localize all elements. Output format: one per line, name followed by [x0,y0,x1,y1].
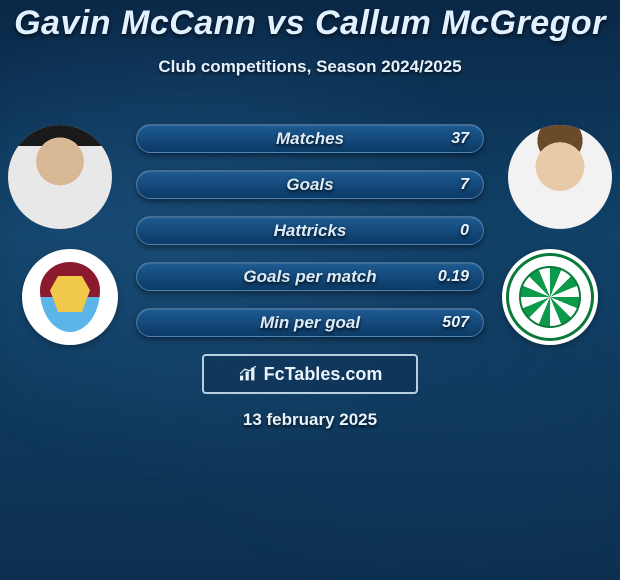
stat-label: Goals per match [243,267,376,287]
bar-chart-icon [238,366,258,382]
stat-label: Matches [276,129,344,149]
stat-row-matches: Matches 37 [136,124,484,153]
player1-name: Gavin McCann [14,4,256,42]
stat-label: Goals [286,175,333,195]
avatar-placeholder-icon [8,125,112,229]
celtic-crest-icon [506,253,594,341]
player2-club-crest [502,249,598,345]
stat-value-right: 0 [460,222,469,240]
page-title: Gavin McCann vs Callum McGregor [0,0,620,43]
stat-row-goals-per-match: Goals per match 0.19 [136,262,484,291]
player2-name: Callum McGregor [315,4,606,42]
stat-value-right: 7 [460,176,469,194]
stat-label: Hattricks [274,221,347,241]
stats-list: Matches 37 Goals 7 Hattricks 0 Goals per… [136,124,484,354]
stat-value-right: 37 [451,130,469,148]
stat-row-hattricks: Hattricks 0 [136,216,484,245]
avatar-placeholder-icon [508,125,612,229]
date-text: 13 february 2025 [0,410,620,430]
stat-value-right: 0.19 [438,268,469,286]
player2-avatar [508,125,612,229]
aston-villa-crest-icon [40,262,100,332]
subtitle: Club competitions, Season 2024/2025 [0,57,620,77]
vs-text: vs [266,4,305,42]
brand-link[interactable]: FcTables.com [202,354,418,394]
player1-avatar [8,125,112,229]
stat-value-right: 507 [442,314,469,332]
stat-label: Min per goal [260,313,360,333]
player1-club-crest [22,249,118,345]
stat-row-min-per-goal: Min per goal 507 [136,308,484,337]
brand-text: FcTables.com [264,364,383,385]
stat-row-goals: Goals 7 [136,170,484,199]
